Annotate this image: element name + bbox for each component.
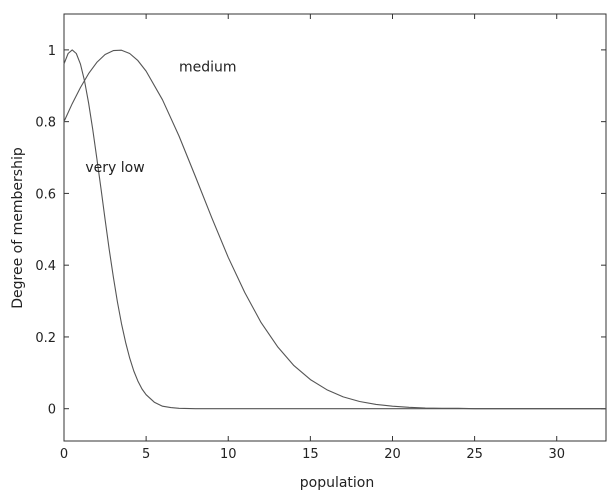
x-tick-label: 0 — [60, 447, 68, 462]
y-tick-label: 1 — [48, 44, 56, 59]
y-axis-ticks: 0 0.2 0.4 0.6 0.8 1 — [35, 44, 606, 418]
x-tick-label: 30 — [548, 447, 565, 462]
x-tick-label: 5 — [142, 447, 150, 462]
x-tick-label: 25 — [466, 447, 483, 462]
series-line-medium — [63, 49, 606, 410]
x-axis-label: population — [300, 475, 375, 490]
y-tick-label: 0.8 — [35, 116, 56, 131]
plot-frame — [63, 13, 607, 442]
y-axis-label: Degree of membership — [10, 147, 26, 309]
annotation-layer: medium very low — [85, 59, 236, 175]
series-layer — [63, 49, 606, 410]
series-line-very-low — [63, 49, 606, 410]
y-tick-label: 0.4 — [35, 259, 56, 274]
y-tick-label: 0.2 — [35, 331, 56, 346]
x-tick-label: 15 — [302, 447, 319, 462]
annotation-very-low: very low — [85, 160, 144, 176]
x-tick-label: 20 — [384, 447, 401, 462]
y-tick-label: 0 — [48, 403, 56, 418]
x-tick-label: 10 — [220, 447, 237, 462]
y-tick-label: 0.6 — [35, 187, 56, 202]
x-axis-ticks: 0 5 10 15 20 25 30 — [60, 14, 565, 462]
annotation-medium: medium — [179, 59, 237, 75]
